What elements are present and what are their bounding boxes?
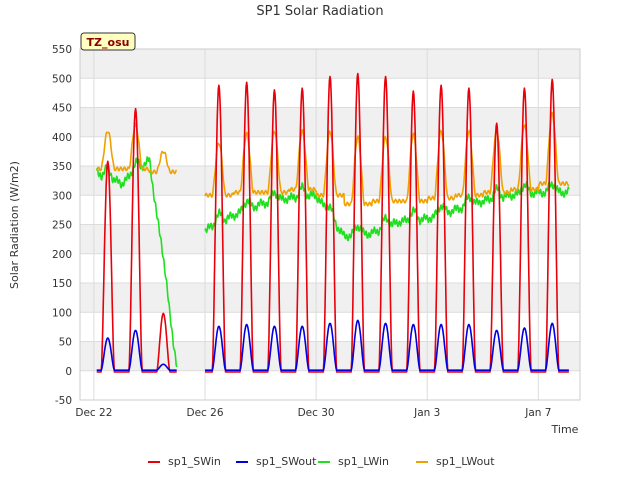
y-tick-label: 250 [52,220,72,232]
y-tick-label: 300 [52,190,72,202]
x-axis-ticks: Dec 22 Dec 26 Dec 30 Jan 3 Jan 7 [75,407,551,419]
series-line-sp1_SWin [96,72,570,373]
y-tick-label: 450 [52,103,72,115]
site-badge-box [80,32,136,51]
plot-band [80,283,580,313]
series-line-sp1_LWin [95,156,570,368]
legend-label: sp1_SWout [256,455,317,468]
y-tick-label: -50 [55,395,72,407]
legend: sp1_SWin sp1_SWout sp1_LWin sp1_LWout [148,455,495,468]
x-tick-label: Dec 26 [186,407,223,419]
y-axis-label: Solar Radiation (W/m2) [8,161,21,289]
plot-band [80,341,580,371]
y-tick-label: 50 [59,337,72,349]
series-layer [95,72,570,373]
legend-label: sp1_SWin [168,455,221,468]
legend-label: sp1_LWin [338,455,389,468]
legend-item-sp1_LWout: sp1_LWout [416,455,495,468]
y-tick-label: 200 [52,249,72,261]
legend-item-sp1_LWin: sp1_LWin [318,455,389,468]
y-tick-label: 550 [52,44,72,56]
x-tick-label: Dec 30 [298,407,335,419]
series-line-sp1_SWout [96,319,570,371]
chart-title: SP1 Solar Radiation [256,4,383,19]
site-badge: TZ_osu [80,32,136,51]
plot-band [80,166,580,196]
legend-label: sp1_LWout [436,455,495,468]
legend-item-sp1_SWin: sp1_SWin [148,455,221,468]
x-tick-label: Jan 7 [524,407,551,419]
x-axis-label: Time [551,423,579,436]
site-badge-label: TZ_osu [87,36,130,49]
y-axis-ticks: -50 0 50 100 150 200 250 300 350 400 450 500 550 [52,44,72,407]
y-tick-label: 150 [52,278,72,290]
y-tick-label: 0 [65,366,72,378]
y-tick-label: 350 [52,161,72,173]
y-tick-label: 100 [52,307,72,319]
x-tick-label: Dec 22 [75,407,112,419]
plot-band [80,224,580,254]
y-tick-label: 500 [52,73,72,85]
y-tick-label: 400 [52,132,72,144]
plot-band [80,49,580,79]
plot-frame [79,48,581,401]
x-tick-label: Jan 3 [413,407,440,419]
legend-item-sp1_SWout: sp1_SWout [236,455,317,468]
grid-lines [79,48,581,401]
